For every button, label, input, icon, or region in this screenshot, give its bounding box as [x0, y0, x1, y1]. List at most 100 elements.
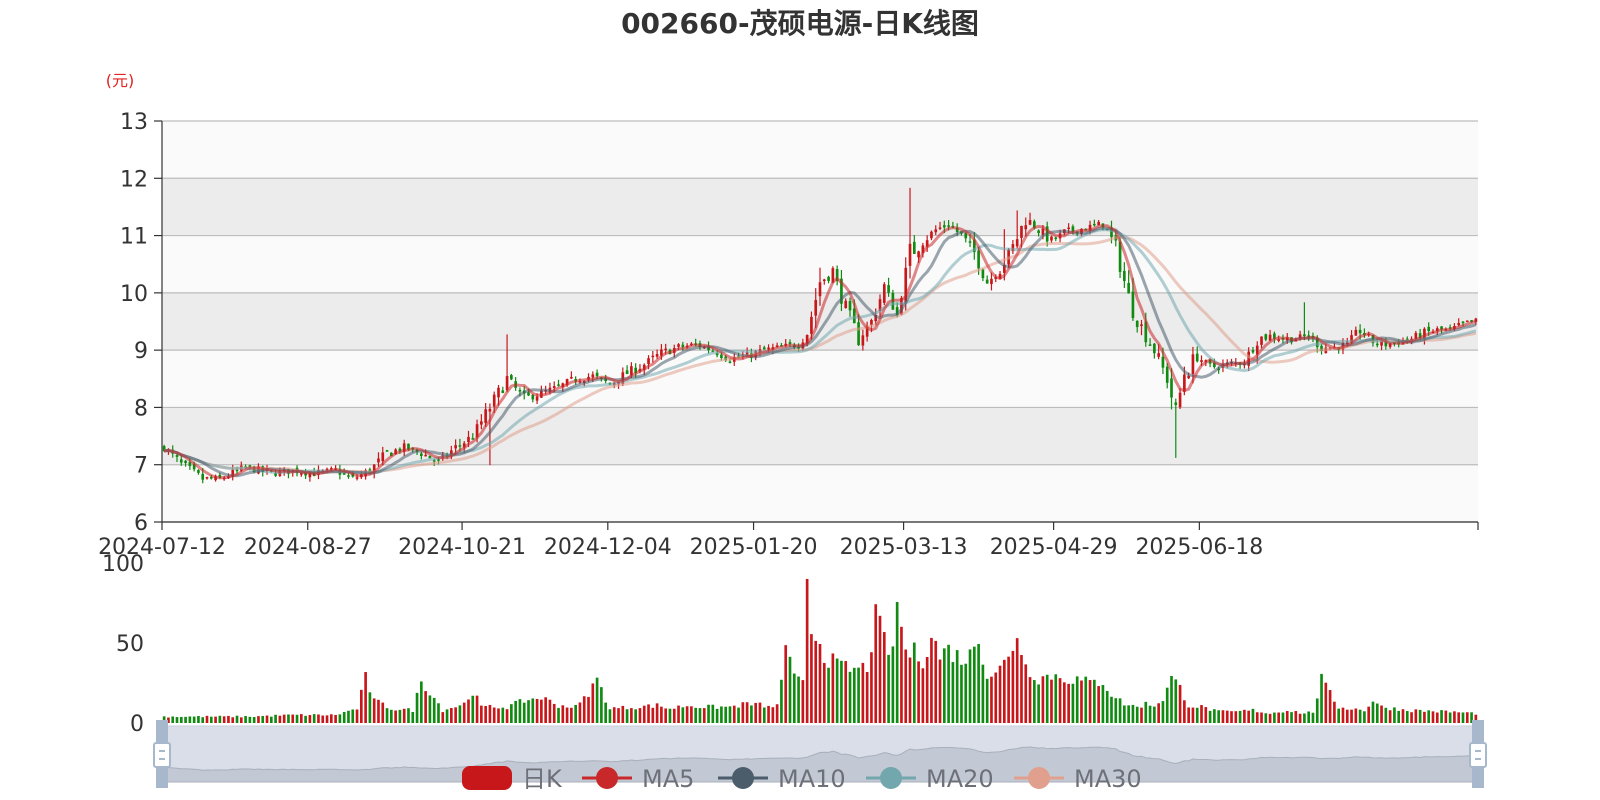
candle-body [912, 241, 916, 254]
candle-body [1144, 321, 1148, 343]
candle-body [1183, 374, 1186, 392]
candle-body [377, 458, 380, 463]
volume-bar [951, 662, 955, 723]
volume-bar [274, 714, 277, 723]
zoom-handle-right[interactable] [1469, 720, 1487, 788]
volume-bar [1144, 701, 1148, 723]
volume-bar [1024, 664, 1028, 723]
legend-item[interactable]: 日K [462, 765, 563, 793]
chart-title: 002660-茂硕电源-日K线图 [621, 7, 979, 40]
candle-body [917, 251, 920, 258]
volume-bar [1440, 710, 1443, 723]
candle-body [1178, 392, 1182, 408]
volume-bar [1097, 686, 1100, 723]
legend-item[interactable]: MA10 [718, 765, 846, 793]
candle-body [1153, 343, 1156, 354]
volume-bar [1204, 707, 1208, 723]
volume-bar [578, 702, 582, 723]
volume-bar [471, 695, 475, 723]
volume-bar [1230, 711, 1233, 723]
volume-bar [655, 703, 659, 723]
candle-body [767, 347, 770, 350]
volume-bar [458, 705, 462, 723]
price-y-axis: 6 7 8 9 10 11 12 13 [120, 110, 163, 536]
volume-bar [1020, 655, 1023, 723]
volume-bar [1015, 638, 1019, 723]
zoom-handle-knob[interactable] [153, 742, 171, 768]
volume-bar [805, 578, 809, 723]
candle-body [188, 462, 192, 467]
volume-bar [227, 715, 230, 723]
volume-bar [1247, 710, 1250, 723]
volume-bar [690, 706, 693, 723]
candle-body [175, 455, 179, 457]
volume-bar [561, 705, 565, 723]
candle-body [1135, 320, 1139, 328]
volume-bar [420, 681, 423, 723]
volume-bar [402, 708, 406, 723]
volume-bar [861, 662, 865, 723]
volume-bar [1028, 677, 1032, 723]
volume-bar [698, 708, 702, 723]
candle-body [900, 298, 903, 315]
zoom-handle-knob[interactable] [1469, 742, 1487, 768]
candle-body [467, 436, 470, 443]
legend-item[interactable]: MA20 [866, 765, 994, 793]
volume-bar [1101, 685, 1105, 723]
price-y-tick-label: 6 [134, 511, 148, 536]
volume-bar [1453, 711, 1456, 723]
volume-bar [1067, 683, 1070, 723]
legend-item[interactable]: MA5 [582, 765, 694, 793]
zoom-handle-left[interactable] [153, 720, 171, 788]
volume-bar [1418, 709, 1422, 723]
volume-bar [831, 653, 835, 723]
volume-bar [475, 695, 479, 723]
candle-body [402, 443, 406, 452]
volume-bar [1178, 684, 1182, 723]
candle-body [274, 473, 277, 476]
candle-body [1435, 328, 1439, 332]
volume-bar [1165, 687, 1169, 723]
volume-bar [835, 658, 839, 723]
candle-body [998, 273, 1002, 280]
volume-bar [188, 716, 192, 723]
price-y-tick-label: 12 [120, 167, 148, 192]
candle-body [1161, 356, 1165, 368]
candle-body [231, 469, 235, 477]
candle-body [827, 276, 830, 281]
volume-bar [1380, 705, 1383, 723]
candle-body [887, 285, 890, 293]
volume-bar [205, 715, 209, 723]
volume-bar [1260, 712, 1263, 723]
legend-item[interactable]: MA30 [1014, 765, 1142, 793]
volume-bar [510, 704, 513, 723]
price-y-tick-label: 7 [134, 454, 148, 479]
volume-bar [1084, 676, 1088, 723]
candle-body [1011, 244, 1015, 252]
candle-body [835, 269, 839, 282]
candle-body [681, 344, 685, 347]
price-x-tick-label: 2025-03-13 [840, 535, 968, 560]
volume-bar [248, 716, 252, 723]
candle-body [1097, 221, 1100, 226]
volume-bar [565, 707, 569, 723]
volume-bar [900, 626, 903, 723]
candle-body [1157, 353, 1160, 357]
volume-bar [527, 700, 530, 723]
legend-candle-swatch [462, 766, 512, 790]
volume-bar [480, 705, 483, 723]
volume-bar [342, 711, 346, 723]
candle-body [904, 267, 908, 303]
candle-body [329, 468, 333, 470]
volume-bar [347, 710, 350, 723]
volume-bar [617, 708, 620, 723]
volume-bar [780, 679, 783, 723]
candle-body [1465, 320, 1469, 323]
candle-body [908, 243, 912, 266]
volume-bar [762, 707, 766, 723]
volume-bar [1114, 698, 1118, 723]
volume-bar [1298, 713, 1302, 723]
volume-bar [1281, 712, 1285, 723]
candle-body [1418, 333, 1422, 339]
candle-body [1050, 236, 1053, 241]
